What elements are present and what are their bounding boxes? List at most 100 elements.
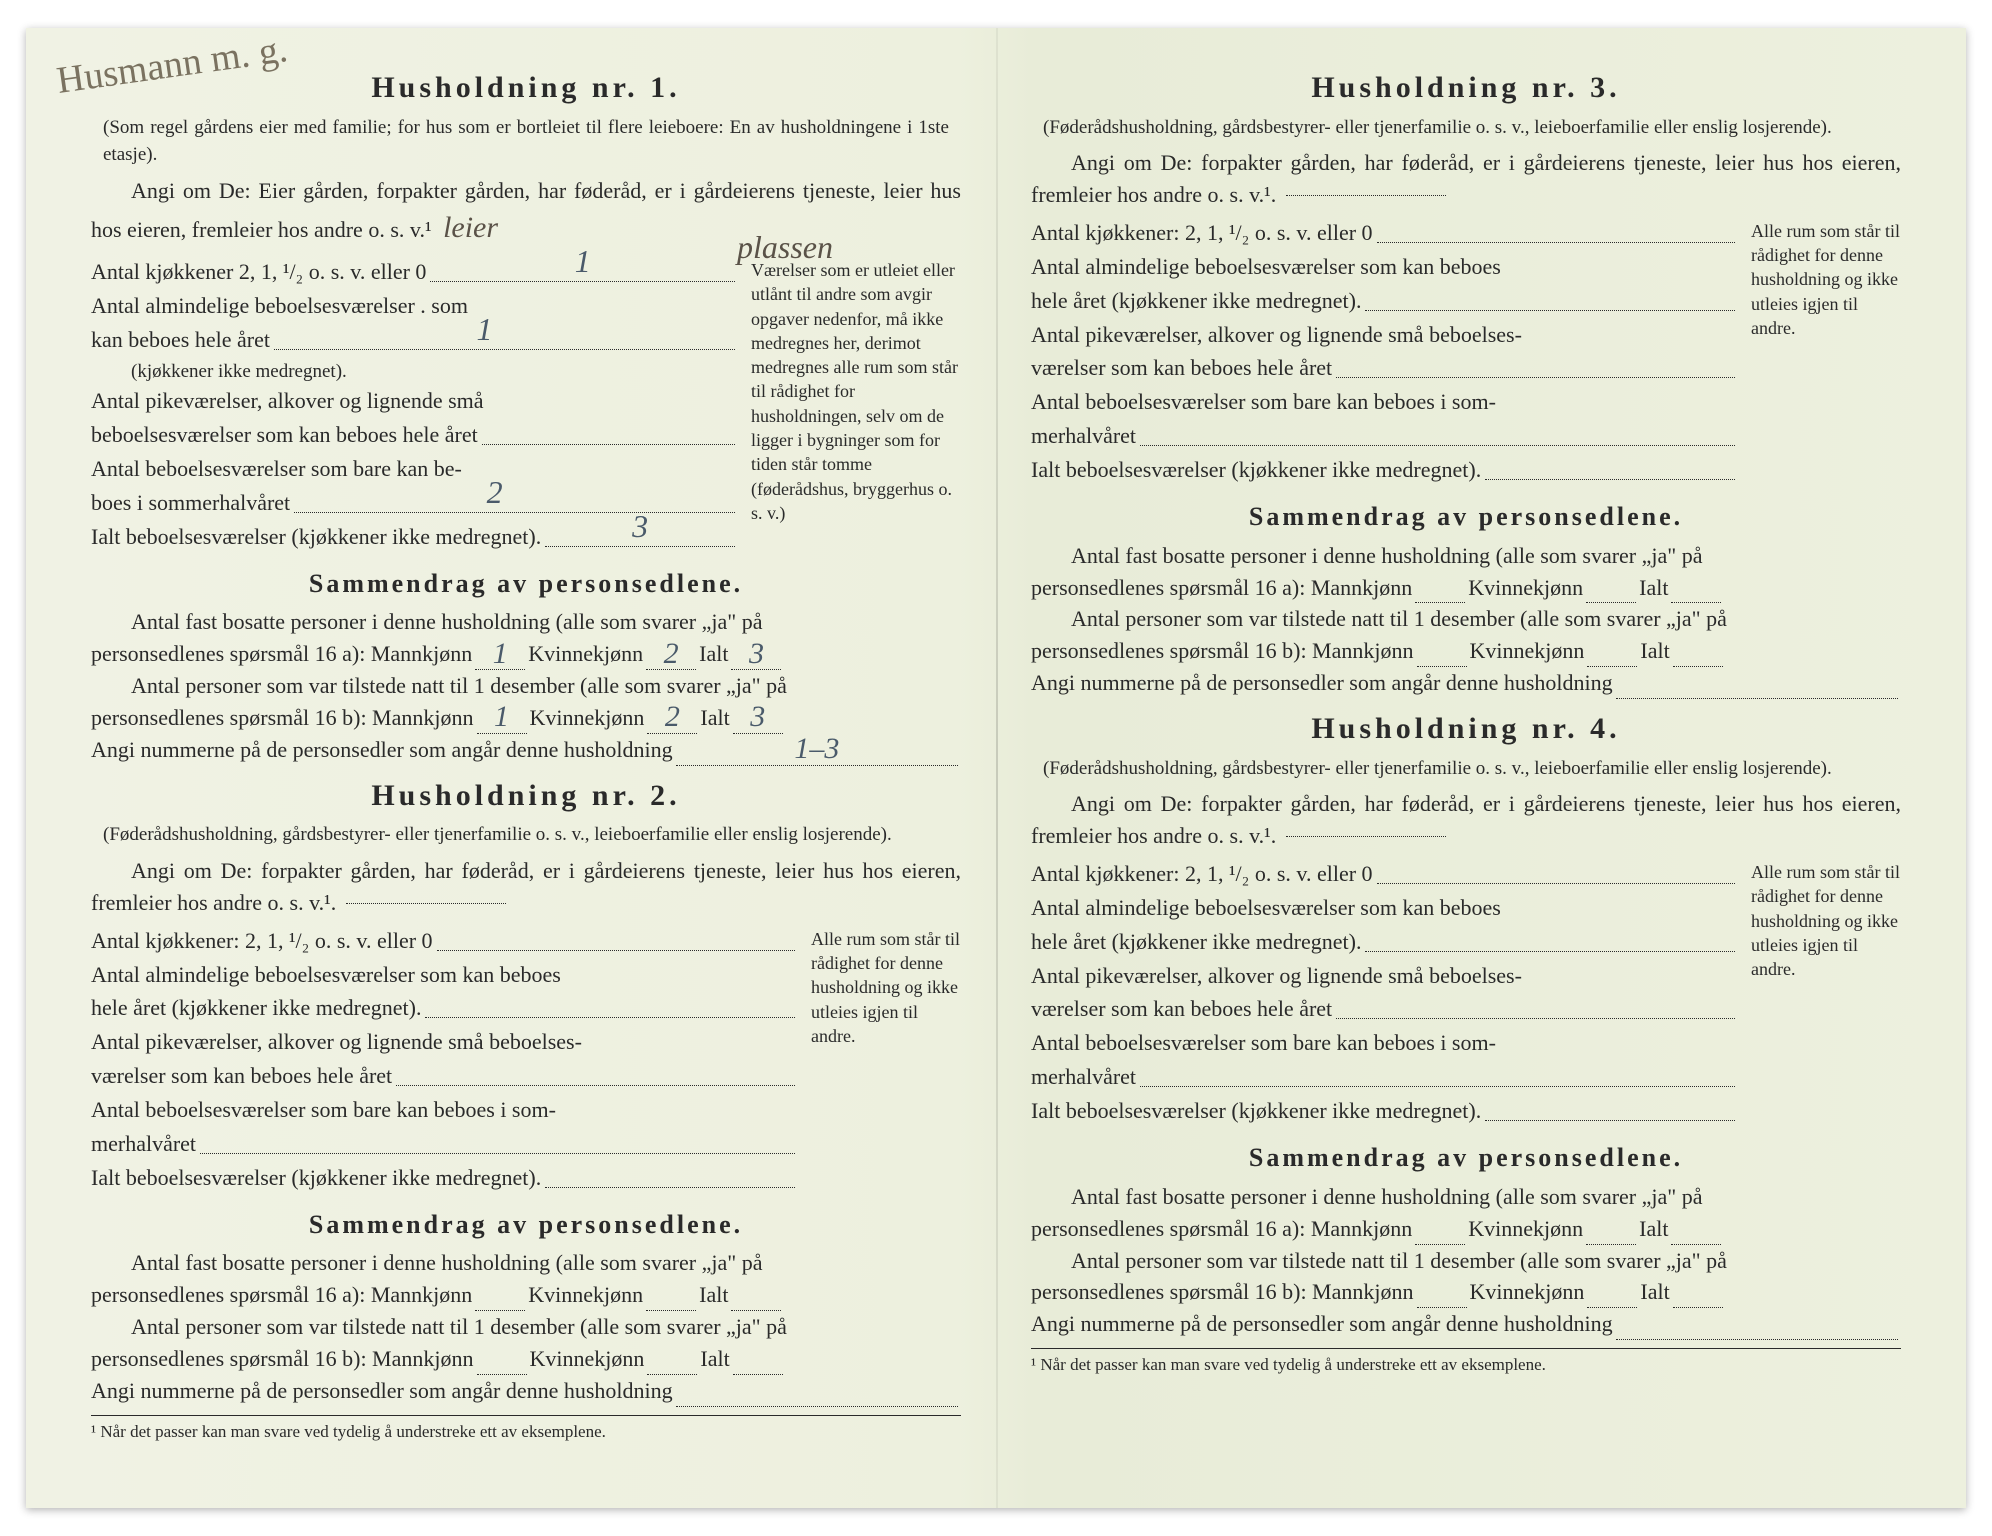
label: Angi nummerne på de personsedler som ang… bbox=[91, 1375, 673, 1407]
brace-icon bbox=[793, 923, 809, 1196]
q-label: Antal beboelsesværelser som bare kan be- bbox=[119, 453, 739, 485]
fill-line: 3 bbox=[545, 546, 735, 547]
fill bbox=[733, 1353, 783, 1375]
h1-q-pike: Antal pikeværelser, alkover og lignende … bbox=[91, 385, 739, 451]
fill bbox=[1586, 581, 1636, 603]
fill bbox=[1485, 479, 1735, 480]
fill-line: 1 bbox=[274, 349, 735, 350]
fill bbox=[1616, 677, 1898, 699]
q-label: boes i sommerhalvåret bbox=[119, 487, 290, 519]
h1-ialt-value: 3 bbox=[632, 503, 648, 549]
label: Angi nummerne på de personsedler som ang… bbox=[1031, 667, 1613, 699]
h1-q-ialt: Ialt beboelsesværelser (kjøkkener ikke m… bbox=[91, 521, 739, 553]
h4-summary-b: personsedlenes spørsmål 16 b): Mannkjønn… bbox=[1031, 1276, 1901, 1308]
q-label: Antal kjøkkener: 2, 1, ¹/₂ o. s. v. elle… bbox=[1031, 217, 1373, 249]
q-label: beboelsesværelser som kan beboes hele år… bbox=[119, 419, 478, 451]
fill bbox=[1417, 1286, 1467, 1308]
fill-line: 2 bbox=[294, 512, 735, 513]
q-label: Ialt beboelsesværelser (kjøkkener ikke m… bbox=[1031, 454, 1481, 486]
label: Ialt bbox=[1639, 1213, 1668, 1245]
h1-questions: Antal kjøkkener 2, 1, ¹/₂ o. s. v. eller… bbox=[91, 254, 961, 555]
fill bbox=[1417, 645, 1467, 667]
side-note-text: Værelser som er utleiet eller utlånt til… bbox=[751, 260, 958, 523]
fill bbox=[1616, 1318, 1898, 1340]
h1-summary-a: personsedlenes spørsmål 16 a): Mannkjønn… bbox=[91, 638, 961, 670]
fill bbox=[1336, 1018, 1735, 1019]
fill bbox=[1365, 951, 1735, 952]
fill bbox=[731, 1289, 781, 1311]
h1-angi-answer2: plassen bbox=[737, 226, 833, 269]
fill bbox=[1671, 581, 1721, 603]
household-1-subtitle: (Som regel gårdens eier med familie; for… bbox=[91, 114, 961, 169]
h1-b-kvinne: 2 bbox=[665, 695, 680, 739]
q-label: hele året (kjøkkener ikke medregnet). bbox=[119, 992, 421, 1024]
q-label: Antal beboelsesværelser som bare kan beb… bbox=[1059, 1027, 1739, 1059]
fill bbox=[477, 1353, 527, 1375]
q-label: Antal beboelsesværelser som bare kan beb… bbox=[119, 1094, 799, 1126]
fill bbox=[647, 1353, 697, 1375]
fill bbox=[475, 1289, 525, 1311]
h4-numrene: Angi nummerne på de personsedler som ang… bbox=[1031, 1308, 1901, 1340]
h2-angi-text: Angi om De: forpakter gården, har føderå… bbox=[91, 858, 961, 915]
h3-summary-b: personsedlenes spørsmål 16 b): Mannkjønn… bbox=[1031, 635, 1901, 667]
label: Kvinnekjønn bbox=[528, 1279, 643, 1311]
label: Kvinnekjønn bbox=[530, 702, 645, 734]
h1-questions-left: Antal kjøkkener 2, 1, ¹/₂ o. s. v. eller… bbox=[91, 254, 739, 555]
fill: 1 bbox=[475, 648, 525, 670]
fill bbox=[1485, 1120, 1735, 1121]
right-column: Husholdning nr. 3. (Føderådshusholdning,… bbox=[996, 48, 1936, 1488]
h3-summary-b-intro: Antal personer som var tilstede natt til… bbox=[1031, 603, 1901, 635]
q-label: Antal almindelige beboelsesværelser som … bbox=[1059, 251, 1739, 283]
h2-summary-b: personsedlenes spørsmål 16 b): Mannkjønn… bbox=[91, 1343, 961, 1375]
label: personsedlenes spørsmål 16 b): Mannkjønn bbox=[1031, 635, 1414, 667]
h4-summary-a-intro: Antal fast bosatte personer i denne hush… bbox=[1031, 1181, 1901, 1213]
household-2-title: Husholdning nr. 2. bbox=[91, 774, 961, 818]
q-label: hele året (kjøkkener ikke medregnet). bbox=[1059, 926, 1361, 958]
fill bbox=[1336, 377, 1735, 378]
h3-summary-a-intro: Antal fast bosatte personer i denne hush… bbox=[1031, 540, 1901, 572]
label: Ialt bbox=[1640, 1276, 1669, 1308]
h4-questions: Antal kjøkkener: 2, 1, ¹/₂ o. s. v. elle… bbox=[1031, 856, 1901, 1129]
q-label: Antal pikeværelser, alkover og lignende … bbox=[119, 385, 739, 417]
q-label: hele året (kjøkkener ikke medregnet). bbox=[1059, 285, 1361, 317]
fill bbox=[1140, 1086, 1735, 1087]
h1-q-almind: Antal almindelige beboelsesværelser . so… bbox=[91, 290, 739, 385]
fill bbox=[1671, 1223, 1721, 1245]
label: Ialt bbox=[700, 1343, 729, 1375]
fill bbox=[1673, 1286, 1723, 1308]
q-note: (kjøkkener ikke medregnet). bbox=[119, 358, 739, 386]
fill: 2 bbox=[646, 648, 696, 670]
label: Kvinnekjønn bbox=[530, 1343, 645, 1375]
fill bbox=[437, 950, 795, 951]
label: personsedlenes spørsmål 16 b): Mannkjønn bbox=[91, 702, 474, 734]
right-footnote: ¹ Når det passer kan man svare ved tydel… bbox=[1031, 1348, 1901, 1378]
h1-summary-b-intro: Antal personer som var tilstede natt til… bbox=[91, 670, 961, 702]
household-3-subtitle: (Føderådshusholdning, gårdsbestyrer- ell… bbox=[1031, 114, 1901, 142]
q-label: kan beboes hele året bbox=[119, 324, 270, 356]
h1-kjokken-value: 1 bbox=[575, 238, 591, 284]
fill: 1 bbox=[477, 712, 527, 734]
h3-sammendrag-title: Sammendrag av personsedlene. bbox=[1031, 498, 1901, 536]
household-2-subtitle: (Føderådshusholdning, gårdsbestyrer- ell… bbox=[91, 821, 961, 849]
h1-a-kvinne: 2 bbox=[664, 632, 679, 676]
h2-sammendrag-title: Sammendrag av personsedlene. bbox=[91, 1206, 961, 1244]
h1-numrene-value: 1–3 bbox=[794, 727, 839, 771]
census-form-page: Husmann m. g. Husholdning nr. 1. (Som re… bbox=[26, 28, 1966, 1508]
fill bbox=[200, 1153, 795, 1154]
label: personsedlenes spørsmål 16 a): Mannkjønn bbox=[91, 638, 472, 670]
h1-b-ialt: 3 bbox=[750, 695, 765, 739]
fill bbox=[1415, 1223, 1465, 1245]
h3-side-note: Alle rum som står til rådighet for denne… bbox=[1751, 215, 1901, 488]
h4-questions-left: Antal kjøkkener: 2, 1, ¹/₂ o. s. v. elle… bbox=[1031, 856, 1739, 1129]
fill bbox=[396, 1085, 795, 1086]
fill: 1–3 bbox=[676, 744, 958, 766]
q-label: værelser som kan beboes hele året bbox=[1059, 352, 1332, 384]
h2-side-note: Alle rum som står til rådighet for denne… bbox=[811, 923, 961, 1196]
h1-a-ialt: 3 bbox=[749, 632, 764, 676]
h1-sammendrag-title: Sammendrag av personsedlene. bbox=[91, 565, 961, 603]
h4-angi-line: Angi om De: forpakter gården, har føderå… bbox=[1031, 788, 1901, 852]
fill bbox=[676, 1385, 958, 1407]
brace-icon bbox=[1733, 856, 1749, 1129]
label: Ialt bbox=[699, 638, 728, 670]
label: Kvinnekjønn bbox=[1468, 1213, 1583, 1245]
